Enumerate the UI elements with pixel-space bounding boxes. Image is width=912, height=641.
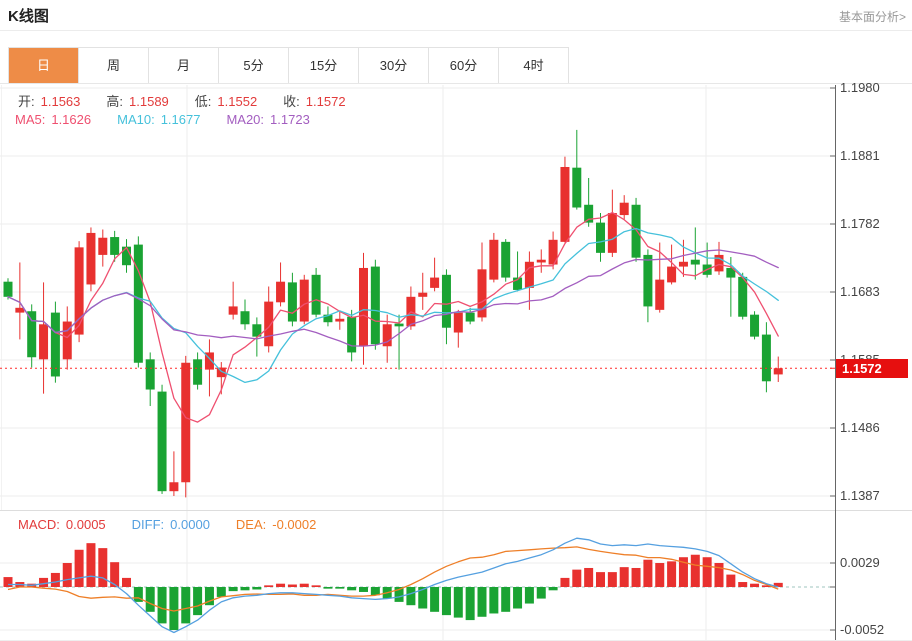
dea-label: DEA: [235, 517, 267, 532]
open-label: 开: [18, 94, 35, 109]
ma20-label: MA20: [226, 112, 265, 127]
candlestick-chart[interactable] [0, 83, 912, 510]
tab-day[interactable]: 日 [9, 48, 79, 83]
close-value: 1.1572 [305, 94, 346, 109]
fundamental-analysis-link[interactable]: 基本面分析> [838, 10, 906, 24]
ma5-label: MA5: [15, 112, 46, 127]
tab-5min[interactable]: 5分 [219, 48, 289, 83]
price-axis-label: 1.1683 [840, 284, 880, 299]
tab-30min[interactable]: 30分 [359, 48, 429, 83]
tab-month[interactable]: 月 [149, 48, 219, 83]
open-value: 1.1563 [40, 94, 81, 109]
low-value: 1.1552 [217, 94, 258, 109]
tab-15min[interactable]: 15分 [289, 48, 359, 83]
current-price-badge: 1.1572 [836, 358, 908, 378]
high-value: 1.1589 [129, 94, 169, 109]
high-label: 高: [106, 94, 124, 109]
tab-week[interactable]: 周 [79, 48, 149, 83]
price-axis-label: 1.1980 [840, 80, 880, 95]
price-axis-label: 1.1486 [840, 420, 880, 435]
low-label: 低: [194, 94, 212, 109]
diff-value: 0.0000 [170, 517, 210, 532]
close-label: 收: [283, 94, 300, 109]
dea-value: -0.0002 [272, 517, 317, 532]
macd-label: MACD: [18, 517, 60, 532]
macd-axis-label: -0.0052 [840, 622, 885, 637]
ma-legend: MA5: 1.1626 MA10: 1.1677 MA20: 1.1723 [15, 112, 316, 127]
macd-value: 0.0005 [65, 517, 106, 532]
price-axis-label: 1.1585 [840, 352, 880, 367]
price-axis-label: 1.1387 [840, 488, 880, 503]
macd-chart[interactable] [0, 510, 912, 641]
macd-axis-label: 0.0029 [840, 555, 880, 570]
price-axis-label: 1.1881 [840, 148, 880, 163]
ma20-value: 1.1723 [270, 112, 310, 127]
interval-tab-bar: 日周月 5分 15分 30分 60分 4时 [8, 47, 569, 84]
tab-60min[interactable]: 60分 [429, 48, 499, 83]
ma10-value: 1.1677 [160, 112, 201, 127]
macd-legend: MACD: 0.0005 DIFF: 0.0000 DEA: -0.0002 [18, 517, 322, 532]
tab-4h[interactable]: 4时 [499, 48, 568, 83]
ma5-value: 1.1626 [51, 112, 92, 127]
diff-label: DIFF: [131, 517, 165, 532]
ohlc-legend: 开: 1.1563 高: 1.1589 低: 1.1552 收: 1.1572 [18, 91, 352, 110]
ma10-label: MA10: [117, 112, 155, 127]
price-axis-label: 1.1782 [840, 216, 880, 231]
header-divider [0, 30, 912, 31]
page-title: K线图 [8, 8, 49, 25]
